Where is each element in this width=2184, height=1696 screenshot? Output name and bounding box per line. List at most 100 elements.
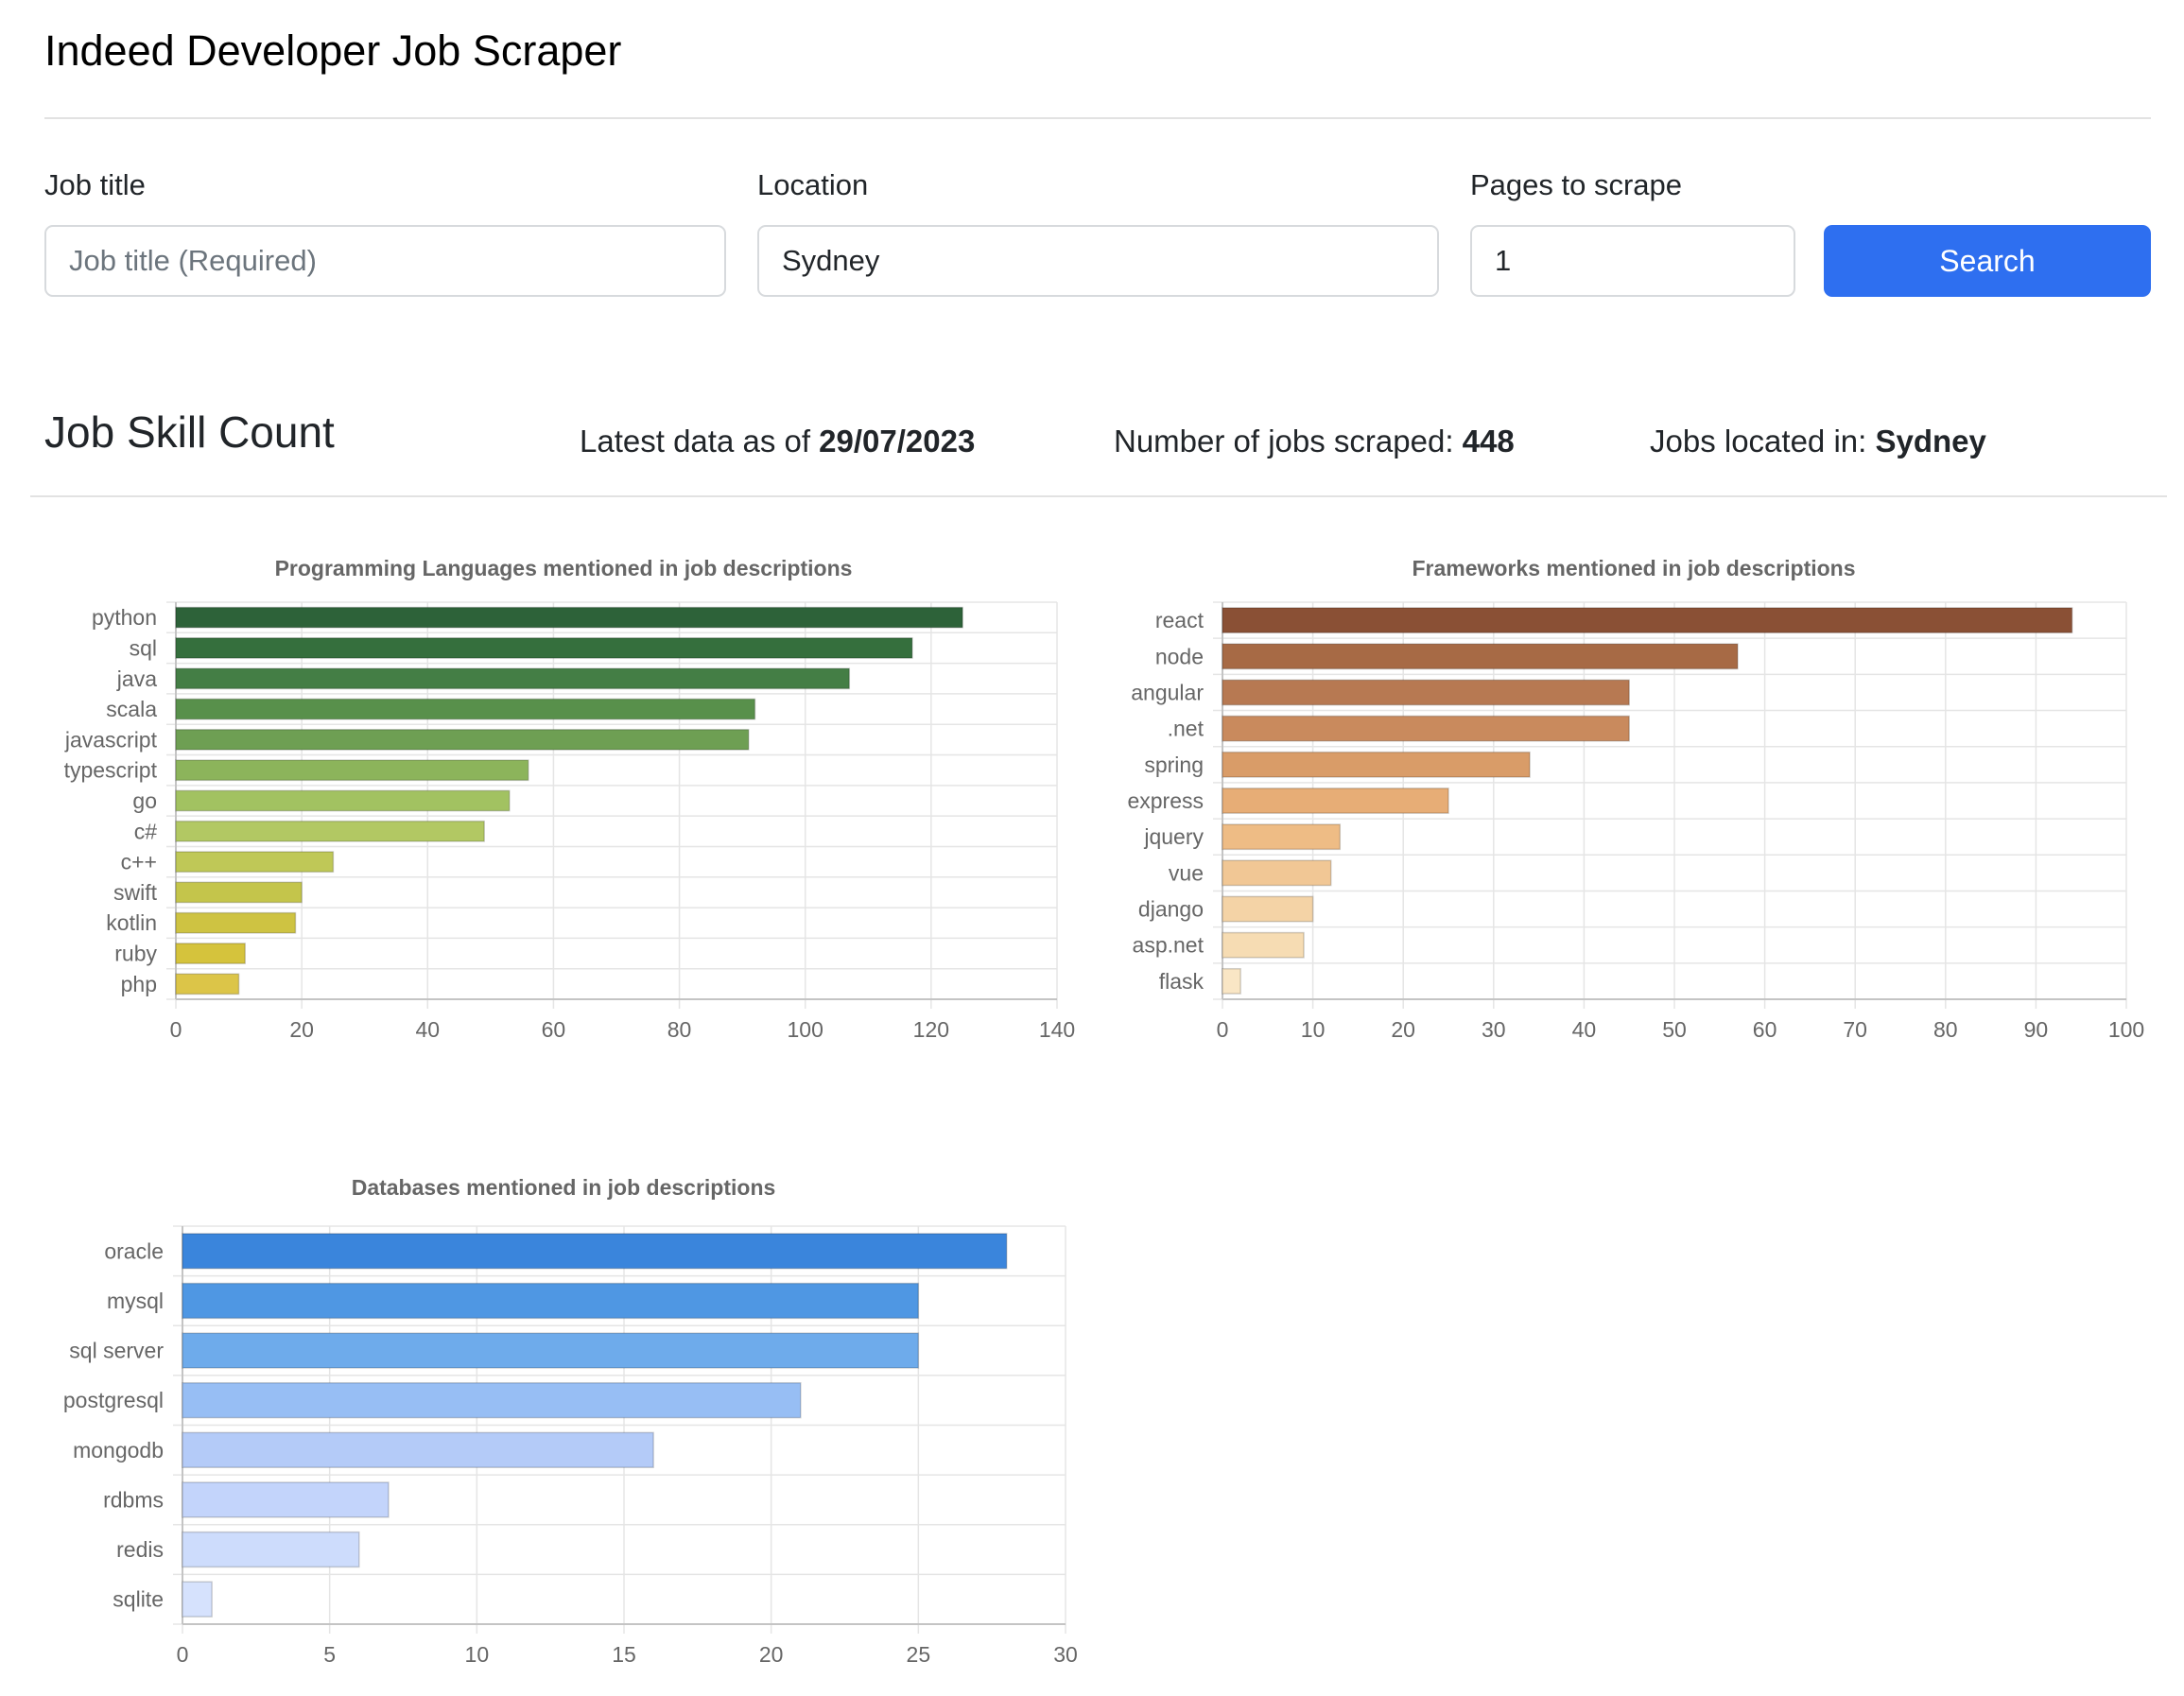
frameworks-bar: [1222, 680, 1629, 704]
languages-chart: Programming Languages mentioned in job d…: [0, 539, 1097, 1049]
databases-bar: [182, 1482, 389, 1517]
languages-bar: [176, 607, 962, 627]
languages-category-label: php: [121, 972, 157, 996]
job-title-input[interactable]: [44, 225, 726, 297]
frameworks-x-tick-label: 10: [1301, 1017, 1326, 1042]
frameworks-category-label: spring: [1144, 753, 1204, 777]
frameworks-category-label: jquery: [1143, 824, 1204, 849]
search-button[interactable]: Search: [1824, 225, 2151, 297]
languages-x-tick-label: 140: [1039, 1017, 1075, 1042]
languages-x-tick-label: 60: [542, 1017, 566, 1042]
jobs-location-value: Sydney: [1875, 424, 1985, 459]
frameworks-x-tick-label: 60: [1753, 1017, 1777, 1042]
languages-category-label: scala: [106, 697, 157, 721]
job-title-label: Job title: [44, 168, 146, 202]
frameworks-category-label: angular: [1131, 680, 1204, 704]
latest-data-date: 29/07/2023: [819, 424, 975, 459]
languages-category-label: typescript: [64, 758, 158, 783]
location-label: Location: [757, 168, 868, 202]
databases-x-tick-label: 30: [1053, 1642, 1078, 1667]
frameworks-bar: [1222, 860, 1331, 885]
databases-category-label: rdbms: [103, 1487, 164, 1512]
languages-x-tick-label: 20: [289, 1017, 314, 1042]
databases-x-tick-label: 0: [177, 1642, 189, 1667]
languages-bar: [176, 943, 245, 963]
databases-bar: [182, 1284, 918, 1319]
databases-category-label: sql server: [69, 1339, 164, 1363]
languages-x-tick-label: 120: [913, 1017, 949, 1042]
languages-bar: [176, 822, 484, 841]
databases-category-label: mongodb: [73, 1438, 164, 1462]
languages-bar: [176, 852, 333, 872]
frameworks-category-label: react: [1155, 608, 1205, 632]
frameworks-x-tick-label: 90: [2024, 1017, 2049, 1042]
databases-category-label: oracle: [104, 1238, 164, 1263]
section-title: Job Skill Count: [44, 407, 335, 458]
frameworks-bar: [1222, 896, 1313, 921]
databases-bar: [182, 1383, 801, 1418]
databases-x-tick-label: 25: [907, 1642, 931, 1667]
location-input[interactable]: [757, 225, 1439, 297]
app-title: Indeed Developer Job Scraper: [44, 26, 621, 76]
languages-category-label: sql: [130, 635, 157, 660]
frameworks-category-label: flask: [1159, 969, 1205, 994]
languages-category-label: c++: [121, 850, 157, 874]
jobs-scraped-count: 448: [1463, 424, 1515, 459]
languages-bar: [176, 882, 302, 902]
frameworks-bar: [1222, 753, 1530, 777]
jobs-location-stat: Jobs located in: Sydney: [1650, 424, 1986, 459]
frameworks-x-tick-label: 30: [1482, 1017, 1506, 1042]
jobs-scraped-stat: Number of jobs scraped: 448: [1114, 424, 1515, 459]
frameworks-category-label: vue: [1169, 860, 1204, 885]
frameworks-category-label: .net: [1168, 717, 1205, 741]
frameworks-x-tick-label: 70: [1843, 1017, 1867, 1042]
frameworks-category-label: asp.net: [1133, 933, 1205, 958]
databases-x-tick-label: 10: [465, 1642, 490, 1667]
jobs-location-label: Jobs located in:: [1650, 424, 1875, 459]
header-divider: [44, 117, 2151, 119]
languages-bar: [176, 760, 529, 780]
languages-category-label: java: [116, 666, 157, 691]
frameworks-chart-title: Frameworks mentioned in job descriptions: [1412, 556, 1855, 580]
databases-category-label: sqlite: [113, 1587, 164, 1612]
frameworks-bar: [1222, 933, 1304, 958]
databases-bar: [182, 1582, 212, 1617]
languages-bar: [176, 638, 912, 658]
frameworks-bar: [1222, 824, 1340, 849]
frameworks-bar: [1222, 608, 2072, 632]
frameworks-x-tick-label: 50: [1662, 1017, 1687, 1042]
languages-category-label: swift: [113, 880, 158, 905]
frameworks-x-tick-label: 80: [1933, 1017, 1958, 1042]
frameworks-x-tick-label: 0: [1217, 1017, 1229, 1042]
databases-x-tick-label: 20: [759, 1642, 784, 1667]
languages-x-tick-label: 100: [788, 1017, 823, 1042]
latest-data-label: Latest data as of: [580, 424, 819, 459]
databases-bar: [182, 1234, 1007, 1269]
languages-chart-title: Programming Languages mentioned in job d…: [275, 556, 853, 580]
frameworks-category-label: express: [1127, 788, 1204, 813]
pages-input[interactable]: [1470, 225, 1795, 297]
jobs-scraped-label: Number of jobs scraped:: [1114, 424, 1463, 459]
languages-category-label: javascript: [64, 727, 158, 752]
languages-bar: [176, 730, 749, 750]
databases-bar: [182, 1432, 653, 1467]
frameworks-bar: [1222, 644, 1738, 668]
databases-chart: Databases mentioned in job descriptions 0…: [0, 1163, 1097, 1683]
databases-category-label: postgresql: [63, 1388, 164, 1412]
languages-bar: [176, 974, 239, 994]
databases-x-tick-label: 15: [612, 1642, 636, 1667]
databases-category-label: redis: [116, 1537, 164, 1562]
databases-category-label: mysql: [107, 1289, 164, 1313]
databases-bar: [182, 1532, 359, 1567]
frameworks-bar: [1222, 788, 1448, 813]
languages-x-tick-label: 80: [667, 1017, 692, 1042]
frameworks-bar: [1222, 969, 1240, 994]
languages-bar: [176, 699, 754, 718]
languages-category-label: kotlin: [106, 910, 157, 935]
frameworks-x-tick-label: 20: [1391, 1017, 1415, 1042]
databases-bar: [182, 1333, 918, 1368]
databases-chart-title: Databases mentioned in job descriptions: [352, 1175, 776, 1200]
languages-bar: [176, 913, 295, 933]
languages-bar: [176, 668, 849, 688]
frameworks-chart: Frameworks mentioned in job descriptions…: [1097, 539, 2184, 1049]
